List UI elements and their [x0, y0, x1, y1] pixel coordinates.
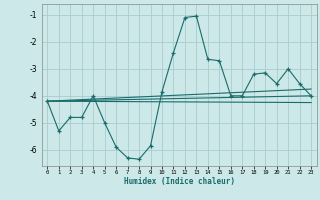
- X-axis label: Humidex (Indice chaleur): Humidex (Indice chaleur): [124, 177, 235, 186]
